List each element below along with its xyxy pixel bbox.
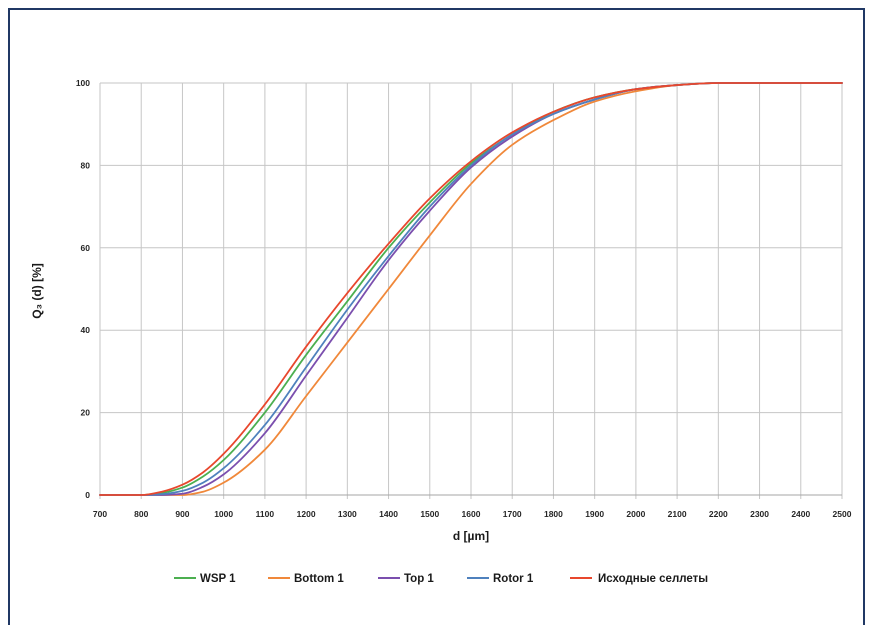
- x-tick-label: 2200: [709, 509, 728, 519]
- y-tick-label: 0: [85, 490, 90, 500]
- series-line-initial-pellets: [99, 82, 843, 496]
- legend-label-top-1: Top 1: [404, 573, 434, 585]
- x-tick-label: 2000: [626, 509, 645, 519]
- x-tick-label: 1400: [379, 509, 398, 519]
- legend-label-initial-pellets: Исходные селлеты: [598, 573, 708, 585]
- x-axis-title: d [µm]: [453, 529, 489, 543]
- x-tick-label: 1300: [338, 509, 357, 519]
- x-tick-label: 2500: [833, 509, 852, 519]
- y-tick-label: 20: [81, 408, 91, 418]
- x-tick-label: 900: [175, 509, 189, 519]
- legend-item-bottom-1: Bottom 1: [268, 573, 344, 585]
- x-tick-label: 1500: [420, 509, 439, 519]
- legend-label-bottom-1: Bottom 1: [294, 573, 344, 585]
- y-tick-label: 80: [81, 160, 91, 170]
- legend-item-rotor-1: Rotor 1: [467, 573, 534, 585]
- x-tick-label: 1200: [297, 509, 316, 519]
- legend-label-rotor-1: Rotor 1: [493, 573, 534, 585]
- legend-label-wsp-1: WSP 1: [200, 573, 236, 585]
- grid: [99, 82, 843, 499]
- y-tick-label: 100: [76, 78, 90, 88]
- x-tick-label: 800: [134, 509, 148, 519]
- x-axis: 700 800 900 1000 1100 1200 1300 1400 1500 1600 170…: [93, 494, 852, 519]
- x-tick-label: 1000: [214, 509, 233, 519]
- x-tick-label: 1100: [256, 509, 275, 519]
- legend: WSP 1 Bottom 1 Top 1 Rotor 1 Исходные се…: [174, 573, 708, 585]
- x-tick-label: 1700: [503, 509, 522, 519]
- legend-item-wsp-1: WSP 1: [174, 573, 236, 585]
- x-tick-label: 2100: [668, 509, 687, 519]
- legend-item-initial-pellets: Исходные селлеты: [570, 573, 708, 585]
- plot-series: [99, 82, 843, 496]
- x-tick-label: 1800: [544, 509, 563, 519]
- x-tick-label: 1600: [462, 509, 481, 519]
- y-axis-title: Q₃ (d) [%]: [30, 263, 44, 319]
- y-tick-label: 40: [81, 325, 91, 335]
- legend-item-top-1: Top 1: [378, 573, 434, 585]
- chart-frame: [8, 8, 865, 625]
- x-tick-label: 2400: [791, 509, 810, 519]
- x-tick-label: 2300: [750, 509, 769, 519]
- y-axis: 0 20 40 60 80 100: [76, 78, 90, 500]
- x-tick-label: 700: [93, 509, 107, 519]
- y-tick-label: 60: [81, 243, 91, 253]
- x-tick-label: 1900: [585, 509, 604, 519]
